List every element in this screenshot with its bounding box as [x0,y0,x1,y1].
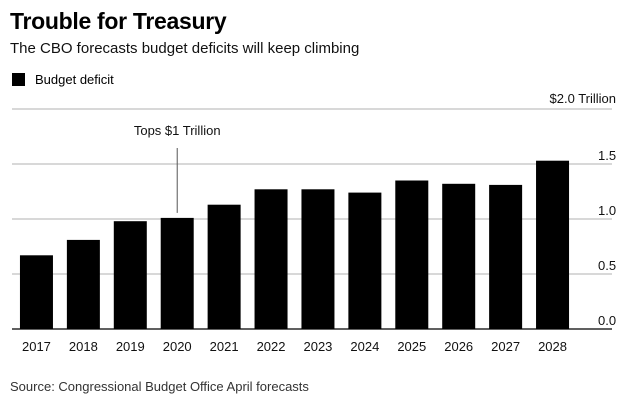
legend-label: Budget deficit [35,72,114,87]
legend: Budget deficit [12,72,114,87]
bar [442,183,476,329]
y-tick-label: $2.0 Trillion [550,91,616,106]
bar [66,239,100,329]
x-tick-label: 2026 [444,339,473,354]
legend-swatch [12,73,25,86]
x-tick-label: 2028 [538,339,567,354]
x-tick-label: 2017 [22,339,51,354]
bar [19,255,53,329]
x-tick-label: 2023 [303,339,332,354]
x-tick-label: 2021 [210,339,239,354]
bar [536,160,570,329]
bar [254,189,288,329]
x-tick-label: 2019 [116,339,145,354]
bar [489,184,523,329]
x-tick-label: 2022 [257,339,286,354]
bar [160,217,194,329]
source-note: Source: Congressional Budget Office Apri… [10,379,309,394]
x-tick-label: 2024 [350,339,379,354]
bar [348,192,382,329]
bar [395,180,429,329]
bar [207,204,241,329]
y-tick-label: 1.0 [598,203,616,218]
chart-title: Trouble for Treasury [10,8,227,34]
x-tick-label: 2018 [69,339,98,354]
x-tick-label: 2025 [397,339,426,354]
y-tick-label: 0.0 [598,313,616,328]
x-tick-label: 2027 [491,339,520,354]
y-tick-label: 0.5 [598,258,616,273]
bar [301,189,335,329]
chart-subtitle: The CBO forecasts budget deficits will k… [10,40,360,57]
y-tick-label: 1.5 [598,148,616,163]
bar [113,221,147,329]
x-tick-label: 2020 [163,339,192,354]
annotation-label: Tops $1 Trillion [134,123,221,138]
